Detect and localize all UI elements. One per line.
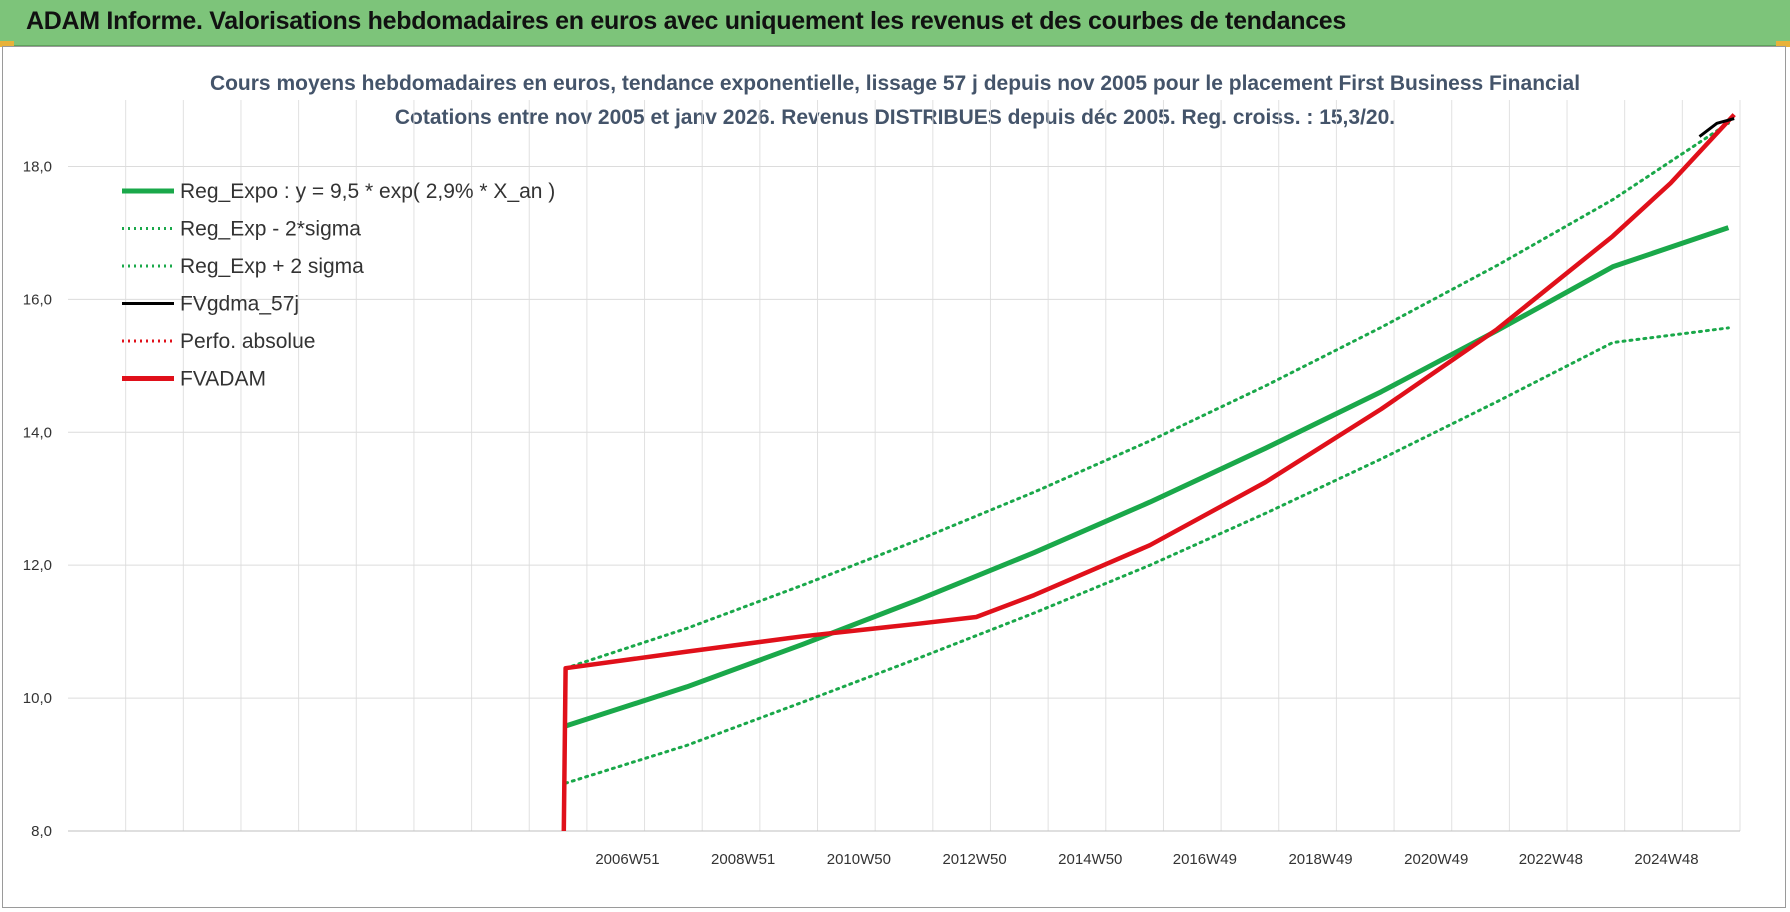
y-tick-label: 8,0: [31, 823, 52, 840]
x-tick-label: 2020W49: [1404, 851, 1468, 868]
x-tick-label: 2014W50: [1058, 851, 1122, 868]
report-banner: ADAM Informe. Valorisations hebdomadaire…: [0, 0, 1790, 46]
x-tick-label: 2022W48: [1519, 851, 1583, 868]
series-line: [564, 225, 1730, 729]
y-tick-label: 12,0: [23, 557, 52, 574]
x-tick-label: 2010W50: [827, 851, 891, 868]
series-line: [1698, 117, 1735, 138]
series-line: [564, 121, 1730, 670]
x-tick-label: 2018W49: [1288, 851, 1352, 868]
legend-label: Reg_Expo : y = 9,5 * exp( 2,9% * X_an ): [180, 180, 555, 203]
corner-marker: [0, 41, 14, 47]
x-tick-label: 2006W51: [595, 851, 659, 868]
series-line: [561, 113, 1736, 832]
chart-title: Cours moyens hebdomadaires en euros, ten…: [209, 72, 1581, 95]
legend-label: Reg_Exp + 2 sigma: [180, 255, 364, 278]
y-tick-label: 16,0: [23, 291, 52, 308]
x-tick-label: 2024W48: [1634, 851, 1698, 868]
report-title: ADAM Informe. Valorisations hebdomadaire…: [26, 7, 1347, 35]
chart-frame: [2, 46, 1786, 908]
series-line: [564, 326, 1730, 785]
x-tick-label: 2016W49: [1173, 851, 1237, 868]
x-tick-label: 2008W51: [711, 851, 775, 868]
y-tick-label: 14,0: [23, 424, 52, 441]
y-tick-label: 18,0: [23, 158, 52, 175]
legend-label: Perfo. absolue: [180, 330, 315, 353]
legend-label: Reg_Exp - 2*sigma: [180, 218, 361, 241]
x-tick-label: 2012W50: [942, 851, 1006, 868]
corner-marker: [1776, 41, 1790, 47]
legend-label: FVgdma_57j: [180, 293, 299, 316]
y-tick-label: 10,0: [23, 690, 52, 707]
legend-label: FVADAM: [180, 368, 266, 391]
